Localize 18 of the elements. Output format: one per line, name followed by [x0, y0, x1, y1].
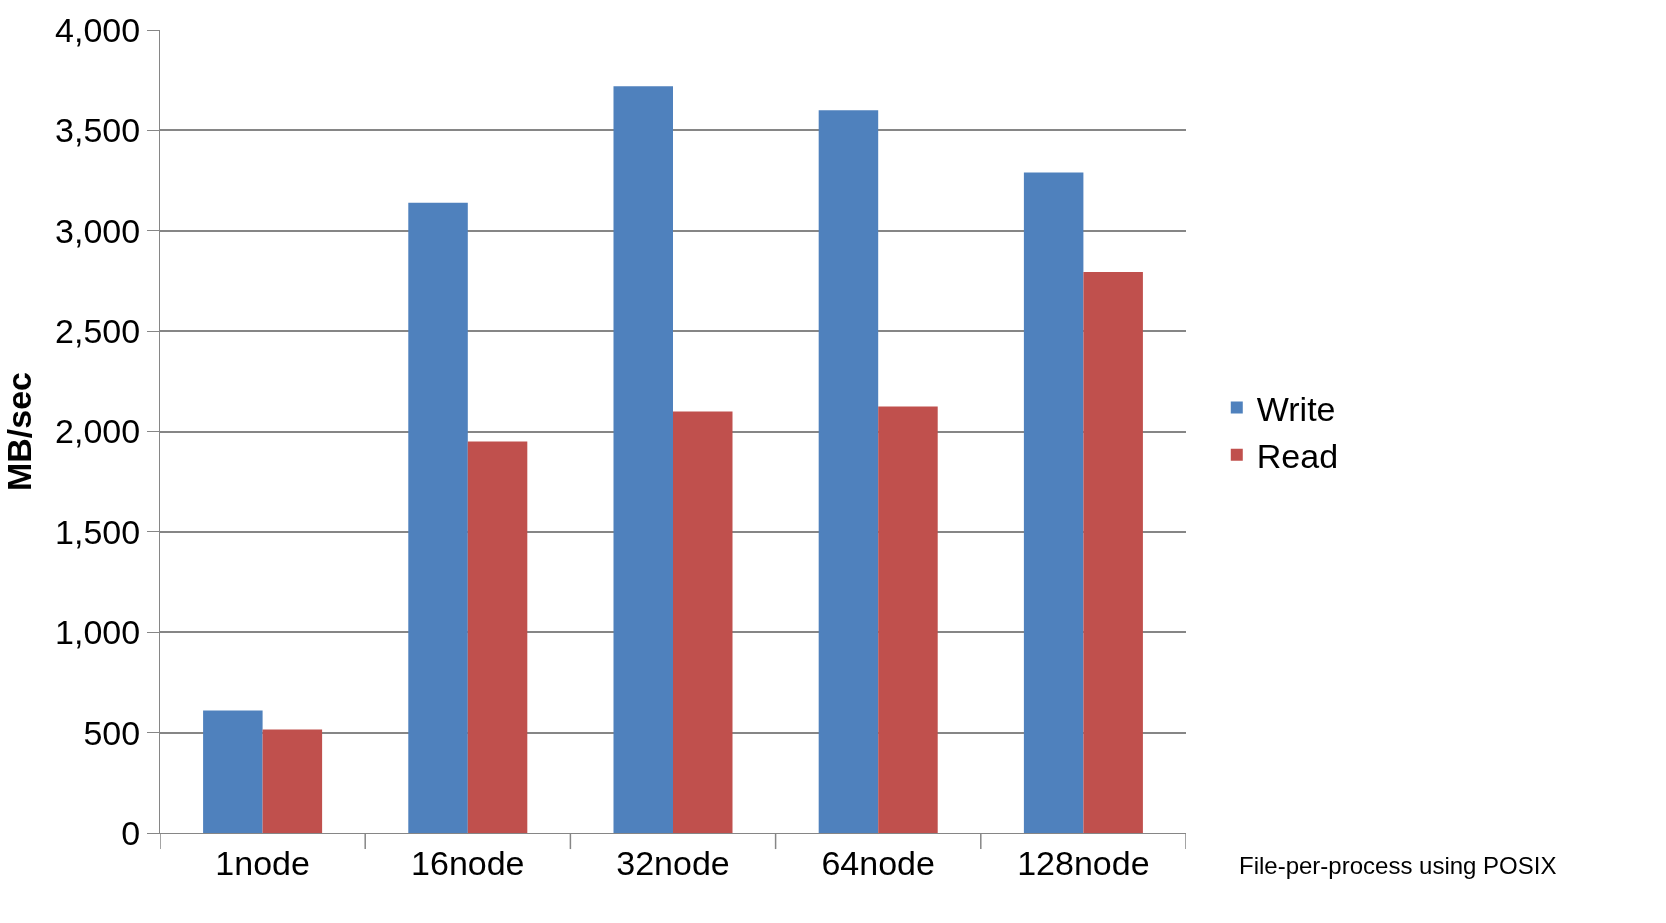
x-tick-label: 16node	[411, 843, 525, 882]
text: File-per-process using POSIX	[1239, 852, 1557, 879]
x-tick-label: 1node	[215, 843, 310, 882]
legend-label: Read	[1256, 437, 1339, 476]
y-tick-label: 3,500	[55, 111, 141, 150]
y-tick-label: 1,000	[55, 613, 141, 652]
x-tick-label: 128node	[1017, 843, 1150, 882]
x-tick-label: 64node	[821, 843, 935, 882]
y-tick-label: 2,500	[55, 312, 141, 351]
y-tick-label: 1,500	[55, 512, 141, 551]
y-tick-label: 2,000	[55, 412, 141, 451]
y-tick-label: 3,000	[55, 211, 141, 250]
y-tick-label: 0	[121, 813, 141, 852]
legend-label: Write	[1256, 389, 1336, 428]
y-tick-label: 4,000	[55, 10, 141, 49]
x-tick-label: 32node	[616, 843, 730, 882]
y-tick-label: 500	[83, 713, 141, 752]
y-axis-title: MB/sec	[0, 371, 38, 492]
